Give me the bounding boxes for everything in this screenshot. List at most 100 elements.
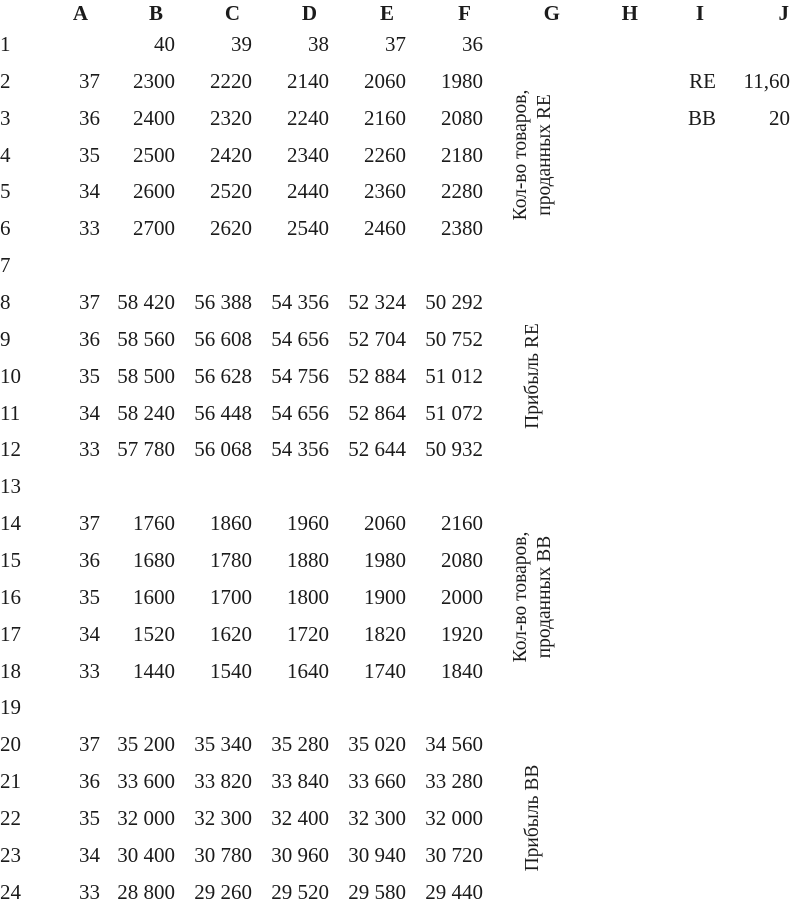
cell-C10: 56 628: [194, 363, 252, 388]
cell-H16: [572, 579, 650, 616]
row-number-11: 11: [0, 400, 21, 425]
cell-C14: 1860: [210, 511, 252, 536]
cell-E1: 37: [385, 31, 406, 56]
row-number-17: 17: [0, 621, 21, 646]
cell-B8: 58 420: [117, 289, 175, 314]
cell-H8: [572, 284, 650, 321]
cell-H15: [572, 542, 650, 579]
cell-C24: 29 260: [194, 879, 252, 904]
cell-A11: 34: [79, 400, 100, 425]
cell-C1: 39: [231, 31, 252, 56]
table-row-21: 21 36 33 600 33 820 33 840 33 660 33 280: [0, 763, 790, 800]
cell-E23: 30 940: [348, 842, 406, 867]
cell-J22: [716, 800, 790, 837]
cell-F23: 30 720: [425, 842, 483, 867]
cell-H1: [572, 26, 650, 63]
cell-H3: [572, 100, 650, 137]
row-number-23: 23: [0, 842, 21, 867]
table-row-8: 8 37 58 420 56 388 54 356 52 324 50 292 Прибыль…: [0, 284, 790, 429]
cell-A16: 35: [79, 584, 100, 609]
cell-I19: [650, 689, 716, 726]
cell-D22: 32 400: [271, 805, 329, 830]
cell-G1: [483, 26, 572, 63]
cell-J4: [716, 137, 790, 174]
cell-F4: 2180: [441, 142, 483, 167]
cell-B12: 57 780: [117, 437, 175, 462]
cell-D21: 33 840: [271, 769, 329, 794]
cell-B13: [100, 468, 175, 505]
cell-H24: [572, 874, 650, 911]
cell-E13: [329, 468, 406, 505]
table-row-1: 1 40 39 38 37 36: [0, 26, 790, 63]
cell-C13: [175, 468, 252, 505]
cell-D20: 35 280: [271, 732, 329, 757]
row-number-22: 22: [0, 805, 21, 830]
rotated-group-label: Кол-во товаров, проданных RE: [510, 89, 555, 221]
cell-H14: [572, 505, 650, 542]
cell-I15: [650, 542, 716, 579]
cell-F13: [406, 468, 483, 505]
cell-F12: 50 932: [425, 437, 483, 462]
cell-C18: 1540: [210, 658, 252, 683]
cell-J14: [716, 505, 790, 542]
cell-G19: [483, 689, 572, 726]
cell-F7: [406, 247, 483, 284]
cell-J21: [716, 763, 790, 800]
cell-A17: 34: [79, 621, 100, 646]
cell-A14: 37: [79, 511, 100, 536]
cell-B2: 2300: [133, 68, 175, 93]
cell-C22: 32 300: [194, 805, 252, 830]
cell-C15: 1780: [210, 547, 252, 572]
cell-D17: 1720: [287, 621, 329, 646]
cell-D10: 54 756: [271, 363, 329, 388]
cell-J1: [716, 26, 790, 63]
cell-J13: [716, 468, 790, 505]
cell-C12: 56 068: [194, 437, 252, 462]
row-number-20: 20: [0, 732, 21, 757]
cell-B5: 2600: [133, 179, 175, 204]
cell-B11: 58 240: [117, 400, 175, 425]
cell-F21: 33 280: [425, 769, 483, 794]
cell-E22: 32 300: [348, 805, 406, 830]
table-row-2: 2 37 2300 2220 2140 2060 1980 Кол-во товаров, п…: [0, 63, 790, 221]
cell-G7: [483, 247, 572, 284]
cell-I13: [650, 468, 716, 505]
cell-E12: 52 644: [348, 437, 406, 462]
cell-J10: [716, 358, 790, 395]
cell-J20: [716, 726, 790, 763]
table-row-15: 15 36 1680 1780 1880 1980 2080: [0, 542, 790, 579]
column-header-row: A B C D E F G H I J: [0, 0, 790, 26]
cell-A20: 37: [79, 732, 100, 757]
cell-B20: 35 200: [117, 732, 175, 757]
cell-H7: [572, 247, 650, 284]
cell-E11: 52 864: [348, 400, 406, 425]
cell-F3: 2080: [441, 105, 483, 130]
cell-H11: [572, 395, 650, 432]
group-label-cell-rows-14-18: Кол-во товаров, проданных ВВ: [483, 505, 572, 689]
cell-C8: 56 388: [194, 289, 252, 314]
row-number-3: 3: [0, 105, 11, 130]
cell-J24: [716, 874, 790, 911]
cell-J3: 20: [769, 105, 790, 130]
cell-A22: 35: [79, 805, 100, 830]
cell-F14: 2160: [441, 511, 483, 536]
rotated-group-label: Кол-во товаров, проданных ВВ: [510, 531, 555, 663]
cell-I9: [650, 321, 716, 358]
cell-A15: 36: [79, 547, 100, 572]
cell-I18: [650, 653, 716, 690]
table-row-16: 16 35 1600 1700 1800 1900 2000: [0, 579, 790, 616]
cell-J11: [716, 395, 790, 432]
cell-D5: 2440: [287, 179, 329, 204]
cell-F18: 1840: [441, 658, 483, 683]
cell-H23: [572, 837, 650, 874]
cell-C23: 30 780: [194, 842, 252, 867]
cell-I23: [650, 837, 716, 874]
cell-J23: [716, 837, 790, 874]
cell-D15: 1880: [287, 547, 329, 572]
row-number-21: 21: [0, 769, 21, 794]
column-header-J: J: [778, 0, 790, 25]
cell-J12: [716, 431, 790, 468]
cell-D18: 1640: [287, 658, 329, 683]
cell-E9: 52 704: [348, 326, 406, 351]
column-header-I: I: [695, 0, 704, 25]
